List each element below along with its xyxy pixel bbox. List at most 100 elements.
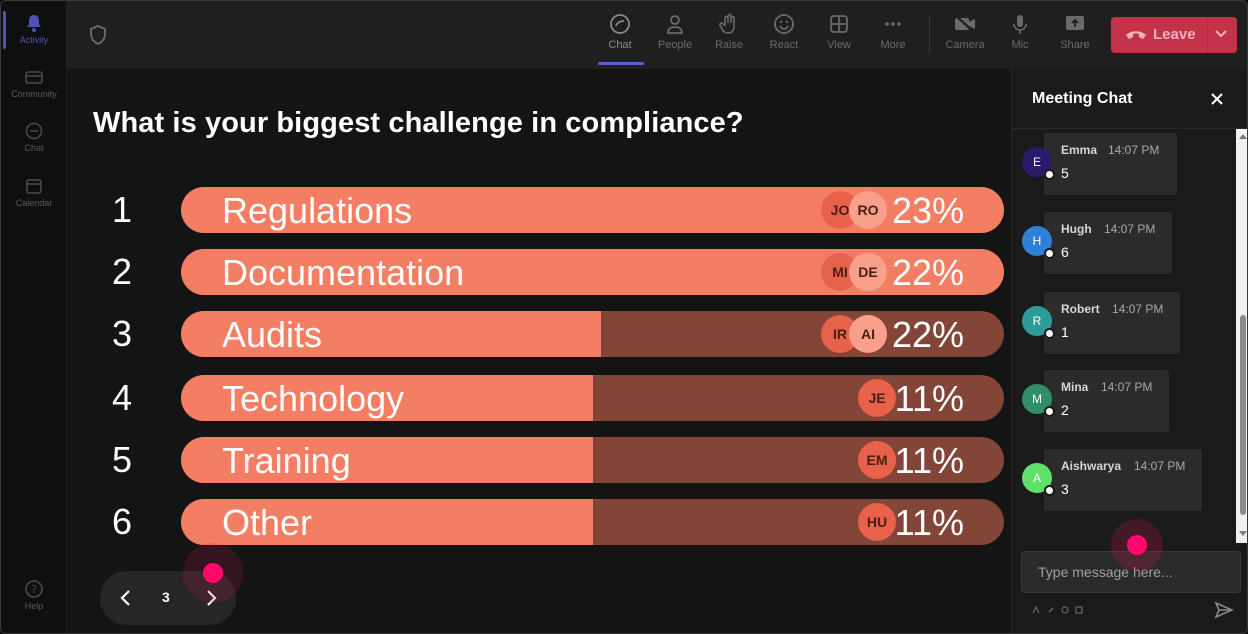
format-icon[interactable]	[1032, 606, 1040, 614]
share-label: Share	[1060, 39, 1090, 51]
poll-option-row: 1 Regulations JO RO 23%	[67, 187, 1011, 233]
more-label: More	[880, 39, 906, 51]
camera-label: Camera	[945, 39, 985, 51]
view-button[interactable]: View	[813, 11, 865, 61]
gif-icon[interactable]	[1075, 606, 1083, 614]
more-button[interactable]: More	[867, 11, 919, 61]
chat-message[interactable]: Aishwarya 14:07 PM 3 A	[1012, 445, 1236, 511]
people-button[interactable]: People	[649, 11, 701, 61]
leave-button[interactable]: Leave	[1111, 17, 1237, 53]
voter-avatar: AI	[849, 315, 887, 353]
poll-option-row: 2 Documentation MI DE 22%	[67, 249, 1011, 295]
message-sender: Hugh	[1061, 222, 1092, 236]
option-label: Other	[222, 502, 313, 543]
option-label: Technology	[222, 378, 405, 419]
option-number: 1	[111, 189, 133, 230]
rail-label: Activity	[19, 35, 49, 45]
people-button-label: People	[657, 39, 693, 51]
rail-item-activity[interactable]: Activity	[1, 13, 67, 45]
presence-status-icon	[1044, 169, 1055, 180]
rail-item-help[interactable]: ? Help	[1, 579, 67, 611]
chat-title: Meeting Chat	[1032, 90, 1133, 107]
message-sender: Aishwarya	[1061, 459, 1122, 473]
chat-icon	[610, 14, 630, 34]
attach-icon[interactable]	[1047, 606, 1055, 614]
message-time: 14:07 PM	[1112, 302, 1164, 316]
option-percentage: 11%	[894, 502, 964, 543]
message-input[interactable]	[1022, 552, 1240, 592]
option-label: Documentation	[222, 252, 465, 293]
option-bar-fill	[181, 375, 593, 421]
pointer-dot	[203, 563, 223, 583]
message-sender: Robert	[1061, 302, 1100, 316]
rail-item-chat[interactable]: Chat	[1, 121, 67, 153]
option-label: Audits	[222, 314, 323, 355]
message-time: 14:07 PM	[1104, 222, 1156, 236]
hang-up-icon	[1126, 31, 1146, 39]
share-button[interactable]: Share	[1049, 11, 1101, 61]
meeting-toolbar: Chat People Raise React View More Camera	[67, 1, 1247, 69]
close-icon[interactable]	[1209, 91, 1225, 107]
mic-label: Mic	[1011, 39, 1029, 51]
scrollbar-thumb[interactable]	[1240, 315, 1246, 515]
emoji-icon[interactable]	[1061, 606, 1069, 614]
chat-scrollbar[interactable]	[1236, 129, 1247, 543]
shield-icon[interactable]	[89, 25, 107, 45]
option-bar: Audits IR AI 22%	[181, 311, 1004, 357]
chat-button[interactable]: Chat	[594, 11, 646, 61]
message-bubble: Robert 14:07 PM 1	[1044, 292, 1180, 354]
chat-message[interactable]: Hugh 14:07 PM 6 H	[1012, 208, 1236, 274]
option-number: 6	[111, 501, 133, 542]
camera-button[interactable]: Camera	[939, 11, 991, 61]
camera-off-icon	[954, 14, 976, 34]
message-time: 14:07 PM	[1108, 143, 1160, 157]
rail-item-calendar[interactable]: Calendar	[1, 176, 67, 208]
chat-icon	[25, 122, 43, 140]
option-percentage: 23%	[891, 190, 964, 231]
active-tab-indicator	[598, 62, 644, 65]
mic-button[interactable]: Mic	[994, 11, 1046, 61]
voter-avatar: EM	[858, 441, 896, 479]
mic-icon	[1013, 15, 1027, 34]
option-percentage: 11%	[894, 440, 964, 481]
poll-question: What is your biggest challenge in compli…	[93, 107, 744, 139]
option-bar: Technology JE 11%	[181, 375, 1004, 421]
presence-status-icon	[1044, 248, 1055, 259]
raise-hand-button[interactable]: Raise	[703, 11, 755, 61]
chevron-left-icon[interactable]	[116, 588, 136, 608]
scroll-down-icon[interactable]	[1239, 531, 1247, 537]
grid-view-icon	[830, 15, 848, 33]
chat-message[interactable]: Robert 14:07 PM 1 R	[1012, 288, 1236, 354]
presence-status-icon	[1044, 328, 1055, 339]
chat-message[interactable]: Mina 14:07 PM 2 M	[1012, 366, 1236, 432]
more-dots-icon	[885, 22, 901, 26]
option-number: 5	[111, 439, 133, 480]
chat-message-list: Emma 14:07 PM 5 E Hugh 14:07 PM 6 H Robert 14:07 …	[1012, 129, 1236, 543]
rail-item-community[interactable]: Community	[1, 67, 67, 99]
left-rail: Activity Community Chat Calendar ? Help	[1, 1, 67, 633]
presence-status-icon	[1044, 485, 1055, 496]
option-bar: Documentation MI DE 22%	[181, 249, 1004, 295]
option-bar-fill	[181, 499, 593, 545]
message-compose-box[interactable]	[1021, 551, 1241, 593]
react-button[interactable]: React	[758, 11, 810, 61]
share-screen-icon	[1066, 16, 1084, 30]
scroll-up-icon[interactable]	[1239, 133, 1247, 139]
chat-message[interactable]: Emma 14:07 PM 5 E	[1012, 129, 1236, 195]
option-label: Training	[222, 440, 351, 481]
send-icon[interactable]	[1214, 601, 1234, 619]
voter-avatar: RO	[849, 191, 887, 229]
chevron-right-icon[interactable]	[201, 588, 221, 608]
option-label: Regulations	[222, 190, 413, 231]
bell-icon	[27, 15, 41, 32]
chevron-down-icon[interactable]	[1214, 29, 1228, 39]
option-bar-fill	[181, 311, 601, 357]
rail-label: Help	[24, 601, 44, 611]
calendar-icon	[26, 179, 42, 194]
pointer-highlight	[183, 543, 243, 603]
pointer-dot	[1127, 535, 1147, 555]
poll-option-row: 3 Audits IR AI 22%	[67, 311, 1011, 357]
message-bubble: Mina 14:07 PM 2	[1044, 370, 1169, 432]
message-time: 14:07 PM	[1134, 459, 1186, 473]
